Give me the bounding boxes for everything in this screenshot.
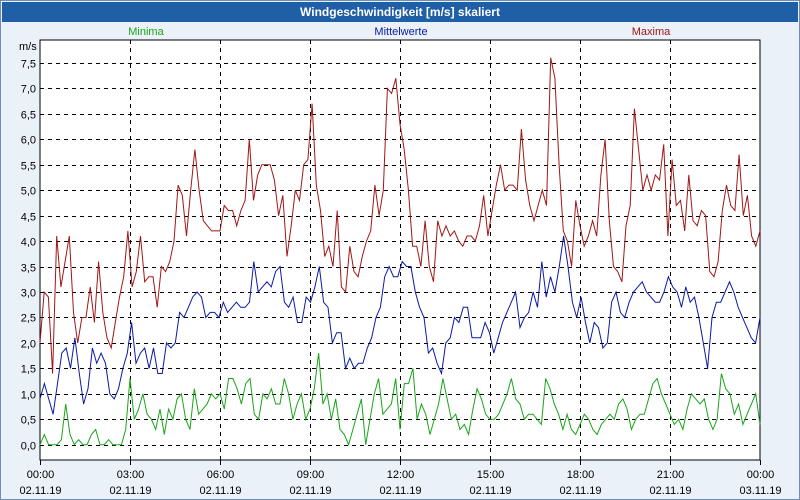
y-tick-label: 2,5 (21, 313, 36, 325)
y-tick-label: 7,0 (21, 84, 36, 96)
y-tick-label: 6,5 (21, 110, 36, 122)
x-tick-time: 12:00 (387, 469, 415, 481)
x-tick-date: 02.11.19 (199, 485, 241, 497)
y-tick-label: 2,0 (21, 339, 36, 351)
x-tick-time: 03:00 (117, 469, 145, 481)
series-lines (39, 57, 761, 447)
x-tick-time: 18:00 (567, 469, 595, 481)
y-tick-label: 4,5 (21, 212, 36, 224)
y-tick-label: 4,0 (21, 237, 36, 249)
y-tick-label: 7,5 (21, 59, 36, 71)
x-tick-time: 00:00 (27, 469, 55, 481)
x-tick-time: 00:00 (747, 469, 775, 481)
y-tick-label: 6,0 (21, 135, 36, 147)
x-tick-time: 15:00 (477, 469, 505, 481)
mittelwerte-line (39, 235, 761, 415)
y-tick-label: 0,5 (21, 415, 36, 427)
y-tick-label: 5,0 (21, 186, 36, 198)
y-tick-label: 1,5 (21, 364, 36, 376)
y-axis-label: m/s (19, 41, 37, 53)
x-axis: 00:00 02.11.19 03:00 02.11.19 06:00 02.11.19 0… (19, 460, 782, 497)
x-tick-date: 02.11.19 (649, 485, 691, 497)
x-tick-date: 03.11.19 (739, 485, 781, 497)
x-tick-time: 06:00 (207, 469, 235, 481)
x-tick-time: 21:00 (657, 469, 685, 481)
x-tick-date: 02.11.19 (109, 485, 151, 497)
x-tick-date: 02.11.19 (559, 485, 601, 497)
y-tick-label: 3,5 (21, 263, 36, 275)
x-tick-date: 02.11.19 (19, 485, 61, 497)
maxima-line (39, 57, 761, 374)
x-tick-time: 09:00 (297, 469, 325, 481)
legend-mittelwerte: Mittelwerte (374, 26, 427, 38)
x-tick-date: 02.11.19 (289, 485, 331, 497)
y-tick-label: 5,5 (21, 161, 36, 173)
legend-maxima: Maxima (632, 26, 671, 38)
y-tick-label: 3,0 (21, 288, 36, 300)
y-tick-label: 1,0 (21, 390, 36, 402)
grid-lines (40, 40, 760, 460)
chart-title: Windgeschwindigkeit [m/s] skaliert (2, 2, 798, 22)
x-tick-date: 02.11.19 (469, 485, 511, 497)
minima-line (39, 353, 761, 447)
y-tick-label: 0,0 (21, 441, 36, 453)
y-axis: 0,0 0,5 1,0 1,5 2,0 2,5 3,0 3,5 4,0 4,5 5,0 5,5 6,0 6… (21, 59, 36, 453)
legend-minima: Minima (128, 26, 164, 38)
x-tick-date: 02.11.19 (379, 485, 421, 497)
